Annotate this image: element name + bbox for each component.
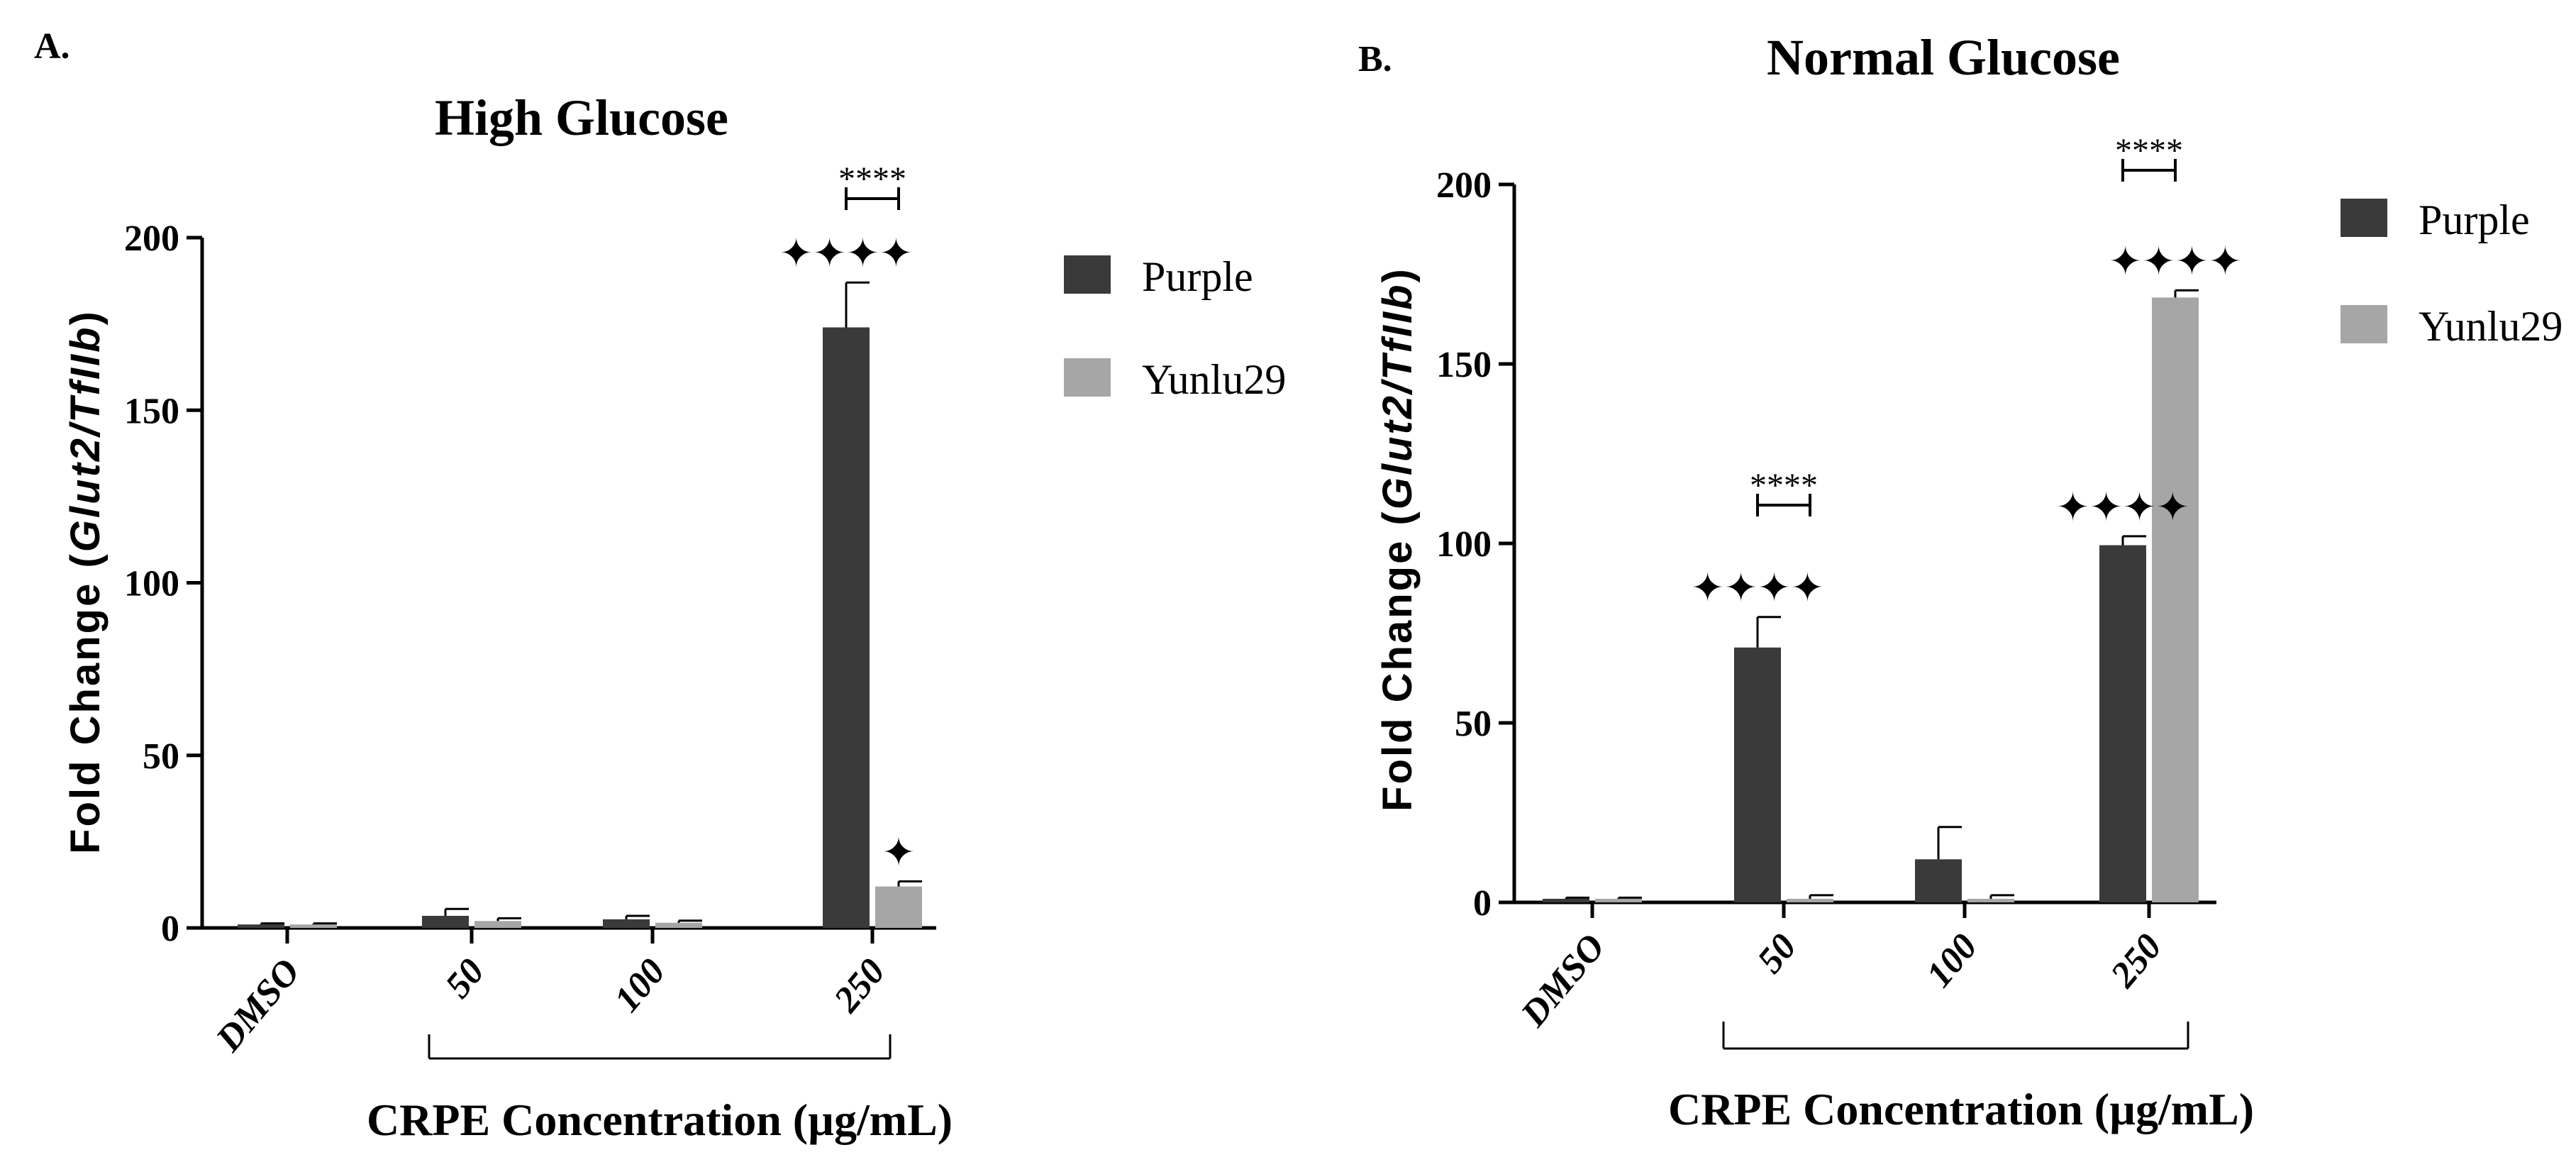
x-tick-label: DMSO <box>208 951 308 1060</box>
legend-swatch-yunlu29 <box>1064 358 1111 397</box>
comparison-significance: **** <box>838 160 906 198</box>
significance-diamonds: ✦✦✦✦ <box>2109 240 2242 284</box>
y-axis-label-gene: Glut2/TfIIb <box>1375 282 1421 509</box>
y-tick-label: 200 <box>124 219 179 259</box>
bar-purple-50 <box>1734 647 1781 902</box>
bar-purple-dmso <box>1543 898 1589 902</box>
significance-diamonds: ✦ <box>882 831 916 875</box>
y-tick-label: 50 <box>1455 704 1492 744</box>
y-tick-label: 150 <box>124 391 179 431</box>
y-axis-label-gene: Glut2/TfIIb <box>62 325 109 552</box>
significance-diamonds: ✦✦✦✦ <box>2056 486 2189 530</box>
x-tick-label: 100 <box>606 951 673 1019</box>
significance-diamonds: ✦✦✦✦ <box>1691 567 1824 611</box>
chart-panel-b: B. Normal Glucose Fold Change (Glut2/TfIIb… <box>1358 29 2563 1134</box>
bar-yunlu29-100 <box>1967 898 2014 902</box>
legend-swatch-purple <box>2341 199 2387 237</box>
chart-title: Normal Glucose <box>1767 29 2120 86</box>
bar-yunlu29-dmso <box>290 924 337 928</box>
x-tick-label: 100 <box>1919 927 1985 995</box>
bar-yunlu29-250 <box>875 886 922 928</box>
bar-yunlu29-50 <box>1787 898 1833 902</box>
bar-purple-250 <box>2099 545 2146 902</box>
x-tick-label: 250 <box>2103 927 2170 995</box>
bar-purple-50 <box>422 915 469 928</box>
panel-label: A. <box>34 26 70 67</box>
y-tick-label: 0 <box>1473 883 1492 924</box>
legend-label-yunlu29: Yunlu29 <box>1142 356 1286 403</box>
y-axis-label: Fold Change (Glut2/TfIIb) <box>1375 267 1421 812</box>
bar-purple-100 <box>603 919 650 928</box>
bar-yunlu29-50 <box>474 921 521 928</box>
x-axis-label: CRPE Concentration (µg/mL) <box>367 1095 953 1145</box>
x-tick-label: 250 <box>826 951 893 1020</box>
x-tick-label: 50 <box>438 951 492 1005</box>
y-axis-label-prefix: Fold Change ( <box>62 552 109 854</box>
y-tick-label: 50 <box>143 736 179 777</box>
comparison-significance: **** <box>2115 132 2183 170</box>
chart-panel-a: A. High Glucose Fold Change (Glut2/TfIIb) 0… <box>34 26 1286 1145</box>
legend-label-purple: Purple <box>1142 253 1253 300</box>
x-tick-label: DMSO <box>1513 927 1613 1035</box>
y-tick-label: 0 <box>161 909 179 949</box>
bar-yunlu29-dmso <box>1595 898 1642 902</box>
y-axis-label-suffix: ) <box>1375 267 1421 282</box>
legend-label-purple: Purple <box>2419 197 2530 243</box>
bar-yunlu29-100 <box>655 922 702 928</box>
comparison-significance: **** <box>1750 467 1818 504</box>
legend-swatch-yunlu29 <box>2341 305 2387 343</box>
y-tick-label: 100 <box>124 564 179 604</box>
chart-title: High Glucose <box>435 89 728 146</box>
x-axis-label: CRPE Concentration (µg/mL) <box>1668 1084 2254 1134</box>
legend-swatch-purple <box>1064 255 1111 294</box>
bar-purple-100 <box>1915 859 1962 902</box>
y-tick-label: 150 <box>1436 345 1492 385</box>
bar-purple-dmso <box>238 924 284 928</box>
significance-diamonds: ✦✦✦✦ <box>779 232 913 276</box>
y-axis-label-suffix: ) <box>62 309 109 325</box>
x-tick-label: 50 <box>1750 927 1804 980</box>
panel-label: B. <box>1358 39 1392 79</box>
bar-purple-250 <box>823 327 870 928</box>
y-tick-label: 200 <box>1436 165 1492 206</box>
legend-label-yunlu29: Yunlu29 <box>2419 303 2563 350</box>
y-axis-label: Fold Change (Glut2/TfIIb) <box>62 309 109 854</box>
bar-yunlu29-250 <box>2152 297 2199 902</box>
y-axis-label-prefix: Fold Change ( <box>1375 509 1421 812</box>
y-tick-label: 100 <box>1436 524 1492 565</box>
